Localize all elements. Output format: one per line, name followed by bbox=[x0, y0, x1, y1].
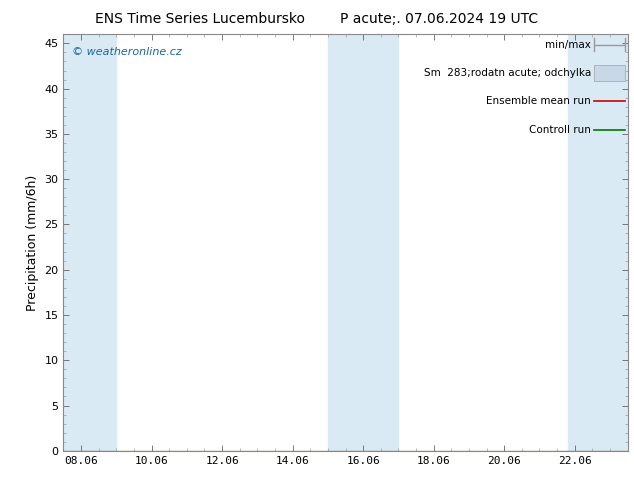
Y-axis label: Precipitation (mm/6h): Precipitation (mm/6h) bbox=[26, 174, 39, 311]
Bar bbox=[328, 34, 398, 451]
Text: Controll run: Controll run bbox=[529, 124, 591, 135]
Text: Sm  283;rodatn acute; odchylka: Sm 283;rodatn acute; odchylka bbox=[424, 68, 591, 78]
Bar bbox=[594, 65, 625, 81]
Bar bbox=[567, 34, 628, 451]
Bar bbox=[63, 34, 116, 451]
Text: Ensemble mean run: Ensemble mean run bbox=[486, 97, 591, 106]
Text: min/max: min/max bbox=[545, 40, 591, 49]
Text: © weatheronline.cz: © weatheronline.cz bbox=[72, 47, 181, 57]
Text: ENS Time Series Lucembursko        P acute;. 07.06.2024 19 UTC: ENS Time Series Lucembursko P acute;. 07… bbox=[96, 12, 538, 26]
